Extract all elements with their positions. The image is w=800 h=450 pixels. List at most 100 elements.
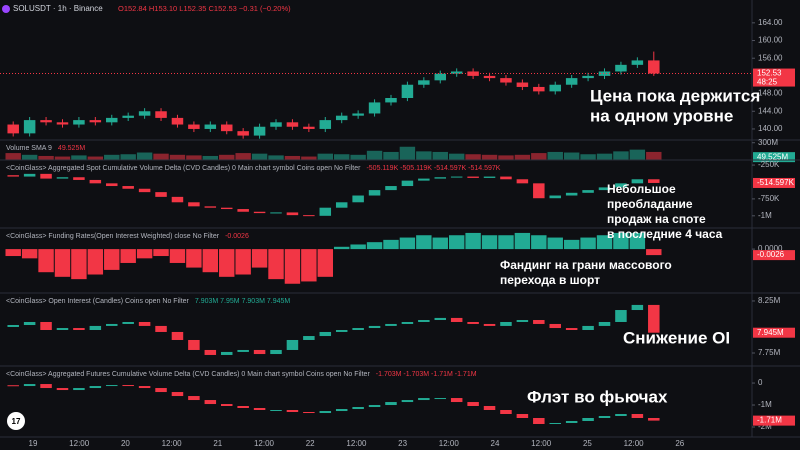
symbol-title: SOLUSDT · 1h · Binance: [13, 4, 103, 13]
candle-body: [598, 321, 611, 326]
candle-body: [648, 304, 660, 333]
candle-body: [533, 320, 545, 324]
candle-body: [648, 60, 660, 74]
bar: [136, 249, 153, 259]
bar: [481, 154, 498, 160]
bar: [21, 154, 38, 160]
last-value-label: -0.0026: [757, 250, 785, 259]
candle-body: [56, 388, 69, 391]
pane-legend: <CoinGlass> Aggregated Futures Cumulativ…: [6, 371, 370, 378]
bar: [235, 249, 251, 275]
candle-body: [89, 179, 102, 184]
candle-body: [615, 64, 627, 72]
candle-body: [204, 206, 217, 208]
pane-legend-values: -0.0026: [225, 233, 249, 240]
x-tick-label: 12:00: [531, 439, 552, 448]
annotation: на одном уровне: [590, 106, 733, 125]
candle-body: [122, 385, 134, 387]
bar: [383, 151, 399, 160]
candle-body: [220, 404, 233, 407]
bar: [317, 249, 333, 277]
y-tick-label: -750K: [758, 194, 780, 203]
candle-body: [171, 392, 184, 397]
candle-body: [220, 351, 233, 355]
candle-body: [516, 414, 529, 419]
bar: [235, 153, 251, 160]
bar: [87, 249, 104, 275]
candle-body: [335, 115, 348, 121]
bar: [251, 249, 268, 268]
bar: [21, 249, 38, 259]
bar: [5, 153, 21, 160]
bar: [301, 249, 317, 282]
bar: [448, 235, 465, 250]
bar: [596, 235, 613, 250]
pane-legend-values: 7.903M 7.95M 7.903M 7.945M: [195, 298, 291, 305]
candle-body: [106, 117, 118, 123]
candle-body: [450, 317, 463, 322]
bar: [136, 152, 153, 160]
candle-body: [23, 321, 36, 326]
candle-body: [89, 325, 102, 330]
bar: [547, 151, 563, 160]
candle-body: [401, 180, 414, 187]
candle-body: [155, 388, 167, 393]
candle-body: [500, 321, 512, 326]
candle-body: [483, 406, 496, 411]
pane-legend: Volume SMA 9: [6, 145, 52, 152]
y-tick-label: 0.0000: [758, 244, 783, 253]
annotation: перехода в шорт: [500, 273, 600, 287]
candle-body: [56, 328, 69, 330]
candle-body: [401, 400, 414, 403]
y-tick-label: 140.00: [758, 124, 783, 133]
candle-body: [533, 86, 545, 92]
candle-body: [204, 349, 217, 355]
candle-body: [253, 126, 266, 136]
bar: [153, 153, 169, 160]
bar: [120, 249, 136, 263]
bar: [563, 239, 580, 250]
x-tick-label: 19: [29, 439, 38, 448]
pane-legend: <CoinGlass> Open Interest (Candles) Coin…: [6, 298, 190, 305]
candle-body: [138, 188, 151, 193]
candle-body: [171, 196, 184, 203]
candle-body: [598, 71, 611, 76]
y-tick-label: 8.25M: [758, 296, 781, 305]
bar: [87, 156, 104, 160]
candle-body: [631, 414, 644, 419]
bar: [596, 153, 613, 160]
bar: [219, 154, 235, 160]
last-value-label: 49.525M: [757, 152, 788, 161]
x-tick-label: 12:00: [162, 439, 183, 448]
x-tick-label: 24: [491, 439, 500, 448]
bar: [71, 155, 87, 160]
candle-body: [7, 325, 19, 327]
bar: [514, 154, 531, 160]
y-tick-label: -250K: [758, 160, 780, 169]
candle-body: [73, 388, 85, 391]
last-value-tag: [753, 415, 795, 426]
candle-body: [220, 124, 233, 132]
bar: [104, 249, 120, 270]
candle-body: [631, 304, 644, 311]
candle-body: [631, 60, 644, 65]
candle-body: [549, 84, 561, 92]
candle-body: [434, 73, 447, 81]
bar: [498, 235, 514, 250]
pane-legend-values: -505.119K -505.119K -514.597K -514.597K: [366, 165, 500, 172]
candle-body: [483, 323, 496, 326]
candle-body: [56, 122, 69, 125]
candle-body: [220, 207, 233, 210]
annotation: Цена пока держится: [590, 86, 760, 105]
candle-body: [89, 120, 102, 123]
candle-body: [418, 398, 430, 401]
bar: [547, 237, 563, 250]
x-tick-label: 21: [213, 439, 222, 448]
candle-body: [500, 176, 512, 180]
x-tick-label: 12:00: [254, 439, 275, 448]
candle-body: [188, 202, 200, 207]
candle-body: [615, 183, 627, 188]
candle-body: [516, 320, 529, 322]
svg-text:17: 17: [12, 417, 21, 426]
candle-body: [368, 325, 381, 329]
